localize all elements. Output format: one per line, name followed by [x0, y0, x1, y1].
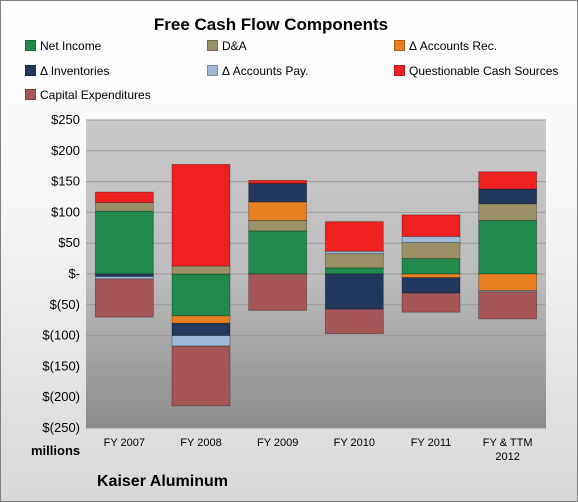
y-tick-label: $(50): [50, 297, 80, 312]
y-tick-label: $(200): [42, 389, 80, 404]
bar-segment: [248, 179, 308, 184]
x-tick-label: FY & TTM 2012: [483, 437, 533, 463]
legend-swatch: [25, 40, 36, 51]
legend-label: D&A: [222, 39, 247, 53]
bar-segment: [248, 220, 308, 232]
legend-item-accounts-rec: Δ Accounts Rec.: [394, 39, 497, 53]
y-tick-label: $(100): [42, 328, 80, 343]
bar-segment: [94, 276, 154, 280]
legend-label: Δ Accounts Rec.: [409, 39, 498, 53]
y-tick-label: $-: [68, 266, 80, 281]
bar-segment: [324, 273, 384, 310]
bar-segment: [401, 292, 461, 313]
bar-segment: [478, 220, 538, 275]
y-tick-label: $(250): [42, 420, 80, 435]
x-tick-label: FY 2011: [411, 437, 452, 449]
bar-segment: [171, 265, 231, 275]
legend-swatch: [25, 65, 36, 76]
legend-item-accounts-pay: Δ Accounts Pay.: [207, 64, 309, 78]
bar-segment: [248, 230, 308, 275]
legend-label: Net Income: [40, 39, 102, 53]
y-tick-label: $100: [51, 204, 80, 219]
bar-segment: [401, 258, 461, 275]
bar-segment: [171, 163, 231, 267]
x-tick-label: FY 2008: [180, 437, 221, 449]
x-tick-label: FY 2007: [104, 437, 145, 449]
legend-swatch: [394, 65, 405, 76]
y-tick-label: $50: [58, 235, 80, 250]
legend-item-da: D&A: [207, 39, 247, 53]
chart-title: Free Cash Flow Components: [153, 15, 389, 34]
bar-segment: [171, 335, 231, 347]
legend-swatch: [207, 40, 218, 51]
y-tick-label: $250: [51, 112, 80, 127]
bar-segment: [171, 315, 231, 324]
bar-segment: [478, 203, 538, 221]
bar-segment: [401, 236, 461, 243]
legend-label: Capital Expenditures: [40, 88, 151, 102]
legend-label: Questionable Cash Sources: [409, 64, 559, 78]
y-tick-label: $150: [51, 174, 80, 189]
y-tick-label: $200: [51, 143, 80, 158]
legend-swatch: [207, 65, 218, 76]
bar-segment: [171, 273, 231, 317]
legend-swatch: [394, 40, 405, 51]
bar-segment: [478, 188, 538, 205]
bar-segment: [401, 277, 461, 294]
bar-segment: [94, 191, 154, 203]
bar-segment: [94, 210, 154, 275]
legend-item-inventories: Δ Inventories: [25, 64, 109, 78]
x-tick-label: FY 2009: [257, 437, 298, 449]
bar-segment: [94, 202, 154, 212]
bar-segment: [171, 345, 231, 407]
y-tick-label: $(150): [42, 358, 80, 373]
bar-segment: [401, 214, 461, 237]
legend-label: Δ Accounts Pay.: [222, 64, 309, 78]
legend-swatch: [25, 89, 36, 100]
legend-item-capex: Capital Expenditures: [25, 88, 151, 102]
bar-segment: [478, 273, 538, 292]
bar-segment: [324, 221, 384, 252]
legend-item-questionable: Questionable Cash Sources: [394, 64, 558, 78]
legend-label: Δ Inventories: [40, 64, 110, 78]
bar-segment: [94, 278, 154, 318]
bar-segment: [248, 183, 308, 203]
bar-segment: [171, 322, 231, 336]
bar-segment: [248, 201, 308, 221]
bar-segment: [324, 253, 384, 269]
legend-item-net-income: Net Income: [25, 39, 101, 53]
bar-segment: [478, 290, 538, 293]
bar-segment: [401, 242, 461, 260]
bar-segment: [478, 291, 538, 320]
bar-segment: [401, 273, 461, 279]
bar-segment: [324, 308, 384, 335]
bar-segment: [248, 273, 308, 311]
bar-segment: [478, 171, 538, 190]
company-name: Kaiser Aluminum: [97, 473, 228, 490]
bar-segment: [324, 267, 384, 275]
x-tick-label: FY 2010: [334, 437, 375, 449]
units-label: millions: [31, 443, 81, 458]
